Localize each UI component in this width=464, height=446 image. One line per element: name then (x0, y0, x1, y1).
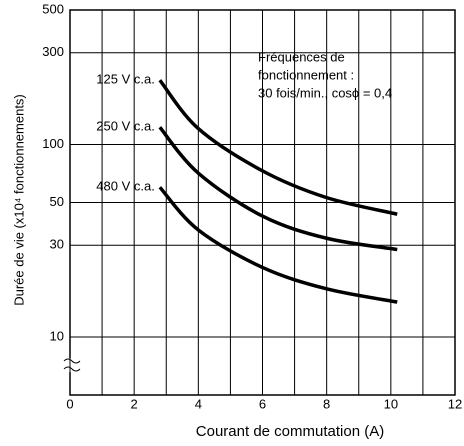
x-tick-label: 0 (66, 396, 73, 411)
y-tick-label: 100 (42, 136, 64, 151)
curve (158, 126, 398, 252)
legend-label: 480 V c.a. (96, 179, 155, 194)
curve (158, 186, 398, 304)
x-axis-label: Courant de commutation (A) (196, 423, 384, 440)
x-tick-label: 6 (259, 396, 266, 411)
y-axis-label: Durée de vie (x10⁴ fonctionnements) (11, 94, 26, 306)
y-tick-label: 300 (42, 44, 64, 59)
y-tick-label: 30 (50, 237, 64, 252)
annotation: Fréquences de (258, 49, 345, 64)
annotation: 30 fois/min., cosϕ = 0,4 (258, 85, 392, 100)
x-tick-label: 8 (323, 396, 330, 411)
x-tick-label: 4 (195, 396, 202, 411)
legend-label: 250 V c.a. (96, 119, 155, 134)
y-tick-label: 10 (50, 328, 64, 343)
annotation: fonctionnement : (258, 67, 354, 82)
legend-label: 125 V c.a. (96, 72, 155, 87)
curve (158, 79, 398, 216)
x-tick-label: 12 (448, 396, 462, 411)
axis-break (63, 358, 81, 372)
y-tick-label: 50 (50, 194, 64, 209)
x-tick-label: 2 (131, 396, 138, 411)
y-tick-label: 500 (42, 1, 64, 16)
x-tick-label: 10 (384, 396, 398, 411)
